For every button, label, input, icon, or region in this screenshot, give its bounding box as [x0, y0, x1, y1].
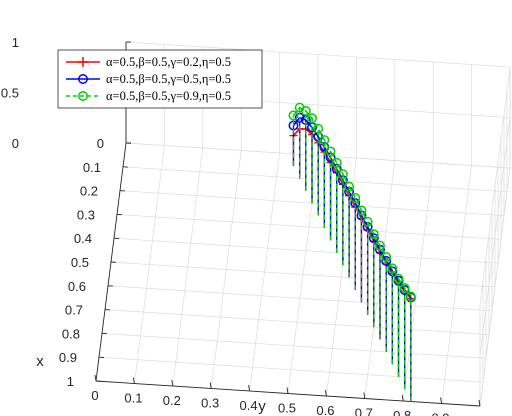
series-2-point-0	[288, 110, 299, 121]
y-tick-label-7: 0.7	[355, 406, 373, 416]
side-grid-z-2	[479, 66, 511, 306]
series-2-point-3	[307, 113, 317, 124]
x-tick-label-5: 0.5	[71, 255, 89, 270]
x-tick-label-1: 0.1	[83, 160, 101, 175]
y-tick-mark-7	[363, 392, 366, 399]
series-1	[288, 112, 416, 402]
x-tick-label-7: 0.7	[65, 303, 83, 318]
z-tick-label-1: 0.5	[1, 86, 19, 101]
y-tick-label-10: 1	[475, 413, 482, 416]
y-tick-label-3: 0.3	[201, 396, 219, 411]
z-tick-label-2: 1	[12, 35, 19, 50]
series-2-point-10	[350, 193, 361, 203]
x-tick-label-9: 0.9	[59, 350, 77, 365]
series-2-point-2	[300, 105, 311, 116]
series-2-point-12	[362, 216, 373, 227]
series-2-point-14	[375, 240, 385, 251]
axes-layer	[94, 41, 481, 407]
z-tick-label-0: 0	[12, 136, 19, 151]
series-2	[288, 102, 416, 402]
y-tick-mark-5	[286, 387, 289, 394]
y-tick-label-2: 0.2	[163, 393, 181, 408]
legend: α=0.5,β=0.5,γ=0.2,η=0.5 α=0.5,β=0.5,γ=0.…	[57, 49, 263, 109]
x-tick-label-6: 0.6	[68, 279, 86, 294]
floor-grid-x-3	[116, 214, 502, 240]
series-layer	[288, 102, 416, 402]
legend-label-2: α=0.5,β=0.5,γ=0.9,η=0.5	[106, 89, 231, 103]
y-tick-mark-4	[248, 384, 251, 392]
series-2-point-17	[393, 273, 404, 284]
y-tick-label-0: 0	[91, 388, 98, 403]
x-tick-label-10: 1	[67, 374, 74, 389]
floor-grid-x-9	[98, 356, 484, 383]
series-2-point-11	[356, 205, 367, 216]
back-grid-z-2	[125, 41, 511, 68]
y-axis-label: y	[258, 398, 266, 415]
series-1-line	[292, 116, 412, 299]
side-grid-z-1	[479, 117, 511, 356]
floor-grid-x-1	[122, 166, 508, 193]
floor-grid-x-5	[110, 261, 496, 288]
y-tick-label-4: 0.4	[240, 398, 258, 413]
x-tick-label-3: 0.3	[77, 207, 95, 222]
side-grid-z-0	[479, 167, 511, 407]
series-2-line	[292, 106, 412, 297]
y-tick-mark-9	[440, 397, 443, 404]
series-2-point-9	[344, 181, 355, 192]
series-2-point-16	[387, 263, 398, 274]
legend-entry-1: α=0.5,β=0.5,γ=0.5,η=0.5	[66, 72, 231, 86]
y-tick-label-5: 0.5	[278, 401, 296, 416]
floor-grid-x-4	[113, 237, 499, 264]
y-tick-mark-10	[478, 399, 481, 407]
floor-grid-x-6	[107, 285, 493, 312]
floor-grid-x-8	[101, 333, 487, 359]
legend-entry-2: α=0.5,β=0.5,γ=0.9,η=0.5	[66, 89, 231, 103]
series-1-point-6	[325, 152, 336, 163]
series-2-point-13	[368, 229, 379, 240]
x-tick-label-0: 0	[97, 136, 104, 151]
tick-labels: 0 0.1 0.2 0.3 0.4 0.5 0.6 0.7 0.8 0.9 1 0 0.1 0.2 0.3 0…	[1, 35, 483, 416]
series-2-point-7	[331, 157, 342, 168]
series-2-point-6	[325, 146, 336, 157]
series-2-point-4	[313, 123, 324, 134]
series-2-point-5	[319, 135, 330, 145]
legend-entry-0: α=0.5,β=0.5,γ=0.2,η=0.5	[66, 55, 231, 69]
y-tick-label-1: 0.1	[124, 391, 142, 406]
legend-label-1: α=0.5,β=0.5,γ=0.5,η=0.5	[106, 72, 231, 86]
legend-marker-2	[78, 91, 88, 101]
series-2-point-18	[399, 283, 410, 294]
y-tick-label-9: 0.9	[432, 411, 450, 416]
x-tick-label-8: 0.8	[62, 326, 80, 341]
y-tick-mark-1	[132, 377, 135, 384]
series-2-point-15	[381, 252, 392, 262]
y-tick-label-8: 0.8	[393, 408, 411, 416]
series-2-point-19	[405, 291, 416, 302]
x-axis-label: x	[36, 353, 44, 370]
series-0	[289, 124, 415, 402]
y-tick-label-6: 0.6	[316, 403, 334, 416]
legend-marker-0	[78, 57, 88, 67]
y-tick-mark-0	[94, 374, 97, 382]
y-tick-mark-2	[171, 379, 174, 387]
legend-marker-1	[78, 74, 88, 84]
series-1-point-15	[381, 256, 392, 266]
y-tick-mark-6	[324, 389, 327, 397]
x-tick-label-2: 0.2	[80, 184, 98, 199]
series-2-point-8	[337, 169, 348, 180]
legend-label-0: α=0.5,β=0.5,γ=0.2,η=0.5	[106, 55, 231, 69]
x-tick-label-4: 0.4	[74, 231, 92, 246]
y-tick-mark-3	[209, 382, 212, 389]
floor-grid-x-7	[104, 309, 490, 335]
y-tick-mark-8	[401, 394, 404, 402]
